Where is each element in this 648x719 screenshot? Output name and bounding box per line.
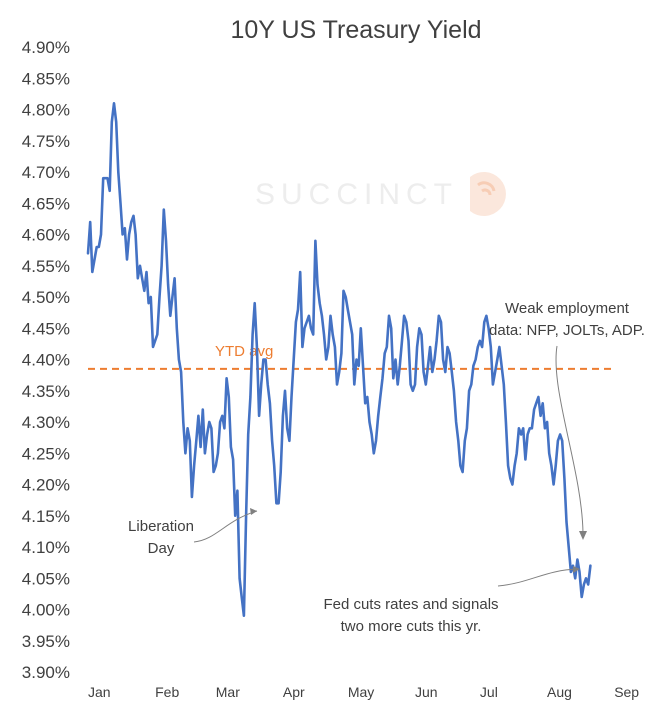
y-tick-label: 4.50% [22, 288, 70, 307]
y-axis: 3.90% 3.95% 4.00% 4.05% 4.10% 4.15% 4.20% 4.25%… [22, 38, 70, 682]
annotation-fed-cuts-arrow [497, 568, 579, 587]
y-tick-label: 4.10% [22, 538, 70, 557]
y-tick-label: 4.80% [22, 101, 70, 120]
y-tick-label: 4.00% [22, 601, 70, 620]
annotation-weak-employment-arrow [555, 345, 584, 534]
y-tick-label: 4.40% [22, 351, 70, 370]
y-tick-label: 4.25% [22, 444, 70, 463]
annotation-fed-cuts-line1: Fed cuts rates and signals [323, 596, 498, 613]
y-tick-label: 4.90% [22, 38, 70, 57]
y-tick-label: 4.15% [22, 507, 70, 526]
annotation-fed-cuts-arrowhead [573, 566, 580, 573]
annotation-liberation-day-line2: Day [148, 540, 175, 557]
y-tick-label: 4.65% [22, 194, 70, 213]
watermark: SUCCINCT [255, 172, 506, 216]
y-tick-label: 4.85% [22, 69, 70, 88]
y-tick-label: 4.55% [22, 257, 70, 276]
annotation-weak-employment: Weak employment data: NFP, JOLTs, ADP. [489, 300, 645, 540]
ytd-avg-label: YTD avg [215, 343, 273, 360]
annotation-weak-employment-line2: data: NFP, JOLTs, ADP. [489, 322, 645, 339]
x-tick-label-jul: Jul [480, 684, 498, 700]
watermark-logo-icon [470, 172, 506, 216]
x-tick-label-feb: Feb [155, 684, 179, 700]
x-tick-label-jun: Jun [415, 684, 438, 700]
y-tick-label: 4.70% [22, 163, 70, 182]
x-tick-label-aug: Aug [547, 684, 572, 700]
y-tick-label: 3.90% [22, 663, 70, 682]
y-tick-label: 4.60% [22, 226, 70, 245]
y-tick-label: 4.30% [22, 413, 70, 432]
x-tick-label-mar: Mar [216, 684, 240, 700]
x-tick-label-may: May [348, 684, 374, 700]
y-tick-label: 4.45% [22, 319, 70, 338]
x-tick-label-apr: Apr [283, 684, 305, 700]
annotation-liberation-day: Liberation Day [128, 508, 258, 557]
annotation-liberation-day-line1: Liberation [128, 518, 194, 535]
y-tick-label: 4.05% [22, 569, 70, 588]
annotation-liberation-day-arrowhead [250, 508, 257, 515]
y-tick-label: 4.75% [22, 132, 70, 151]
y-tick-label: 4.35% [22, 382, 70, 401]
chart-title: 10Y US Treasury Yield [230, 16, 481, 44]
annotation-fed-cuts-line2: two more cuts this yr. [341, 618, 482, 635]
annotation-weak-employment-arrowhead [579, 531, 587, 540]
y-tick-label: 4.20% [22, 476, 70, 495]
x-tick-label-jan: Jan [88, 684, 111, 700]
watermark-text: SUCCINCT [255, 178, 458, 211]
x-tick-label-sep: Sep [614, 684, 639, 700]
y-tick-label: 3.95% [22, 632, 70, 651]
annotation-weak-employment-line1: Weak employment [505, 300, 630, 317]
yield-series-line [86, 102, 592, 617]
x-axis: Jan Feb Mar Apr May Jun Jul Aug Sep [88, 684, 639, 700]
annotation-fed-cuts: Fed cuts rates and signals two more cuts… [323, 566, 580, 635]
annotation-liberation-day-arrow [193, 510, 258, 543]
